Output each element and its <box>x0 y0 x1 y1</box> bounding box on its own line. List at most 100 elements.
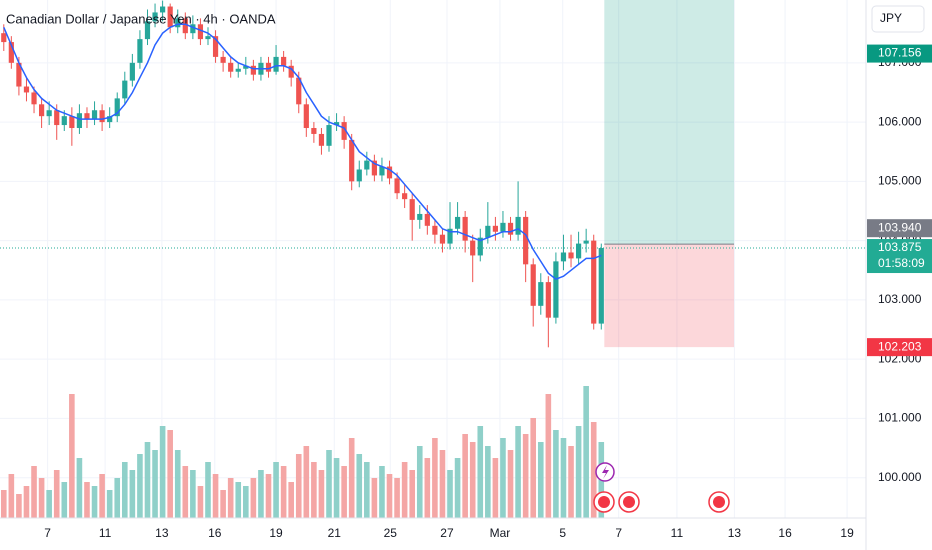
volume-bar <box>250 478 257 518</box>
candle-body <box>560 252 567 262</box>
candle-body <box>235 68 241 72</box>
volume-bar <box>560 438 567 518</box>
candle-body <box>454 216 461 229</box>
volume-bar <box>364 462 370 518</box>
candle-body <box>333 122 340 126</box>
candle-body <box>507 222 514 235</box>
volume-bar <box>416 446 423 518</box>
candle-body <box>137 39 143 63</box>
volume-bar <box>190 470 196 518</box>
volume-bar <box>583 386 589 518</box>
candle-body <box>424 213 430 226</box>
volume-bar <box>295 454 302 518</box>
y-tick-label: 100.000 <box>878 470 922 484</box>
volume-bar <box>38 478 45 518</box>
volume-bar <box>129 470 136 518</box>
volume-bar <box>311 462 317 518</box>
x-tick-label: 7 <box>44 526 51 540</box>
volume-bar <box>243 486 249 518</box>
volume-bar <box>265 474 272 518</box>
candle-body <box>402 193 408 200</box>
volume-bar <box>91 486 98 518</box>
candle-body <box>462 216 468 241</box>
last-price-label: 103.875 <box>878 240 922 254</box>
volume-bar <box>46 490 52 518</box>
candle-body <box>303 104 309 129</box>
volume-bar <box>23 486 30 518</box>
candle-body <box>122 80 128 99</box>
candle-body <box>538 282 544 306</box>
volume <box>0 386 605 518</box>
volume-bar <box>152 450 158 518</box>
candle-body <box>31 92 37 105</box>
volume-bar <box>53 470 60 518</box>
volume-bar <box>31 466 37 518</box>
volume-bar <box>182 466 189 518</box>
volume-bar <box>394 478 400 518</box>
volume-bar <box>174 450 181 518</box>
candle-body <box>107 116 113 123</box>
x-tick-label: 25 <box>384 526 398 540</box>
countdown: 01:58:09 <box>878 256 925 270</box>
x-tick-label: 13 <box>155 526 169 540</box>
volume-bar <box>432 438 438 518</box>
volume-bar <box>144 442 151 518</box>
volume-bar <box>409 470 416 518</box>
volume-bar <box>424 458 431 518</box>
candle-body <box>477 237 483 256</box>
volume-bar <box>590 422 597 518</box>
volume-bar <box>333 458 340 518</box>
candle-body <box>61 116 67 126</box>
candle-body <box>8 42 14 63</box>
candle-body <box>46 110 52 117</box>
flag <box>713 496 725 508</box>
volume-bar <box>553 430 559 518</box>
volume-bar <box>99 474 105 518</box>
candle-body <box>205 36 211 40</box>
y-tick-label: 103.000 <box>878 292 922 306</box>
volume-bar <box>341 466 347 518</box>
volume-bar <box>0 490 7 518</box>
currency-box[interactable] <box>871 5 925 33</box>
candle-body <box>432 225 438 235</box>
stop-zone <box>604 244 735 348</box>
volume-bar <box>280 466 287 518</box>
candle-body <box>553 261 559 318</box>
volume-bar <box>114 478 121 518</box>
candle-body <box>38 104 45 117</box>
volume-bar <box>522 434 529 518</box>
moving-average <box>3 23 602 281</box>
candle-body <box>69 116 75 129</box>
x-tick-label: Mar <box>490 526 511 540</box>
x-tick-label: 16 <box>208 526 222 540</box>
target-label: 107.156 <box>878 46 922 60</box>
volume-bar <box>84 482 90 518</box>
volume-bar <box>356 454 363 518</box>
volume-bar <box>159 426 166 518</box>
candle-body <box>598 248 604 324</box>
lightning <box>602 465 609 479</box>
candle-body <box>190 24 196 34</box>
volume-bar <box>401 462 408 518</box>
candle-body <box>530 264 536 306</box>
candle-body <box>114 98 120 117</box>
candle-body <box>1 33 7 43</box>
volume-bar <box>167 430 173 518</box>
volume-bar <box>545 394 552 518</box>
volume-bar <box>273 462 279 518</box>
candle-body <box>220 56 226 63</box>
volume-bar <box>462 434 468 518</box>
x-tick-label: 27 <box>440 526 454 540</box>
y-tick-label: 101.000 <box>878 411 922 425</box>
stop-label-bg <box>867 338 932 357</box>
entry-label-bg <box>867 219 932 238</box>
candle-body <box>356 169 362 182</box>
x-tick-label: 13 <box>728 526 742 540</box>
events <box>593 462 730 513</box>
volume-bar <box>454 458 461 518</box>
x-tick-label: 19 <box>840 526 854 540</box>
volume-bar <box>447 470 453 518</box>
candle-body <box>591 240 597 324</box>
volume-bar <box>326 450 332 518</box>
